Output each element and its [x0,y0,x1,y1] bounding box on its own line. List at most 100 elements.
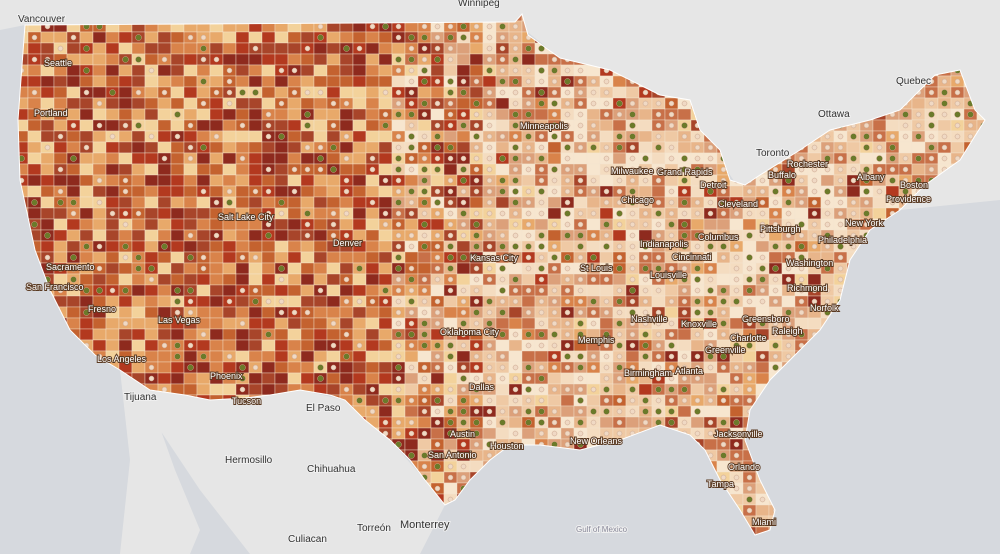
county-dot [421,56,428,63]
county-dot [603,89,610,96]
county [157,119,172,132]
county-dot [252,364,259,371]
county [586,240,601,253]
county-dot [577,221,584,228]
county-dot [512,408,519,415]
county [105,262,120,275]
county [638,130,653,143]
county-dot [707,309,714,316]
county [547,229,562,242]
county-dot [538,254,545,261]
county-dot [746,210,753,217]
county-dot [460,375,467,382]
county-dot [369,199,376,206]
county [144,163,159,176]
county-dot [473,155,480,162]
county [638,141,653,154]
county-dot [551,67,558,74]
county [131,229,146,242]
county [430,64,445,77]
county-dot [772,199,779,206]
county-dot [213,133,220,140]
county-dot [655,353,662,360]
county-dot [44,56,51,63]
county [391,42,406,55]
county [40,119,55,132]
county [378,196,393,209]
county [222,163,237,176]
county [326,53,341,66]
county [105,42,120,55]
county-dot [434,34,441,41]
county [105,75,120,88]
county-dot [590,353,597,360]
county-dot [356,342,363,349]
county-dot [551,254,558,261]
county-dot [616,265,623,272]
county-dot [694,155,701,162]
county [144,306,159,319]
county-dot [31,89,38,96]
county [313,240,328,253]
county-dot [629,298,636,305]
county-dot [525,419,532,426]
county-dot [525,67,532,74]
county-dot [499,34,506,41]
county [365,328,380,341]
county-dot [512,23,519,30]
county [261,262,276,275]
county-dot [824,133,831,140]
county [339,53,354,66]
county-dot [694,298,701,305]
county [92,86,107,99]
county-dot [473,397,480,404]
county-dot [148,276,155,283]
county-dot [577,67,584,74]
county-dot [538,287,545,294]
county-dot [330,232,337,239]
county [404,251,419,264]
county-dot [265,331,272,338]
county-dot [447,144,454,151]
county-dot [785,199,792,206]
county [183,383,198,396]
county-dot [421,386,428,393]
county-dot [668,111,675,118]
county-dot [538,331,545,338]
county-dot [278,100,285,107]
county-dot [395,34,402,41]
county [40,185,55,198]
county [209,97,224,110]
county [183,350,198,363]
county-dot [473,419,480,426]
county-dot [122,254,129,261]
county [222,141,237,154]
county-dot [551,78,558,85]
county-dot [330,364,337,371]
county-dot [473,375,480,382]
county [378,306,393,319]
county-dot [564,331,571,338]
county-dot [486,210,493,217]
county-dot [161,89,168,96]
county [105,251,120,264]
county [66,218,81,231]
county [40,240,55,253]
county [209,295,224,308]
county-dot [330,122,337,129]
county [222,31,237,44]
county-dot [564,276,571,283]
county [183,53,198,66]
county [235,350,250,363]
county [339,75,354,88]
county [300,240,315,253]
county-dot [629,254,636,261]
county [222,240,237,253]
county [40,207,55,220]
county-dot [421,452,428,459]
county-dot [551,287,558,294]
county [378,163,393,176]
county-dot [642,177,649,184]
county-dot [447,353,454,360]
county [144,229,159,242]
